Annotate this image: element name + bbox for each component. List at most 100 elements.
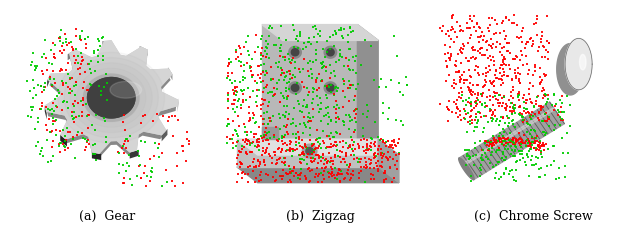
Point bbox=[340, 95, 350, 99]
Point bbox=[484, 43, 495, 47]
Point bbox=[256, 169, 266, 173]
Point bbox=[345, 119, 355, 123]
Point bbox=[445, 37, 456, 41]
Point bbox=[276, 174, 286, 177]
Point bbox=[536, 166, 546, 170]
Point bbox=[311, 153, 321, 157]
Point bbox=[471, 29, 481, 33]
Point bbox=[350, 94, 360, 98]
Point bbox=[328, 135, 339, 139]
Point bbox=[383, 145, 394, 148]
Point bbox=[529, 136, 540, 140]
Point bbox=[535, 139, 545, 143]
Point bbox=[223, 62, 234, 66]
Point bbox=[324, 145, 334, 149]
Point bbox=[489, 90, 499, 94]
Point bbox=[222, 135, 232, 139]
Point bbox=[305, 179, 316, 183]
Polygon shape bbox=[306, 147, 314, 155]
Point bbox=[118, 113, 129, 116]
Point bbox=[360, 161, 371, 164]
Point bbox=[293, 40, 303, 43]
Point bbox=[309, 147, 319, 151]
Point bbox=[252, 81, 262, 85]
Point bbox=[125, 177, 135, 181]
Point bbox=[534, 167, 544, 171]
Point bbox=[26, 108, 36, 112]
Point bbox=[182, 137, 192, 141]
Point bbox=[484, 141, 495, 145]
Point bbox=[515, 152, 525, 156]
Point bbox=[135, 163, 145, 167]
Point bbox=[376, 77, 386, 81]
Point bbox=[83, 62, 93, 66]
Point bbox=[118, 120, 129, 123]
Point bbox=[252, 158, 262, 161]
Point bbox=[260, 85, 271, 89]
Point bbox=[557, 110, 568, 114]
Point bbox=[257, 34, 267, 38]
Point bbox=[244, 149, 254, 153]
Point bbox=[102, 98, 112, 101]
Point bbox=[256, 107, 266, 111]
Point bbox=[474, 73, 484, 77]
Point bbox=[240, 155, 250, 159]
Point bbox=[233, 114, 243, 118]
Point bbox=[445, 59, 455, 62]
Point bbox=[300, 144, 310, 148]
Point bbox=[243, 148, 253, 152]
Point bbox=[457, 52, 467, 55]
Point bbox=[145, 157, 156, 161]
Point bbox=[228, 124, 239, 127]
Point bbox=[63, 85, 73, 89]
Point bbox=[485, 109, 495, 113]
Point bbox=[473, 83, 483, 87]
Point bbox=[393, 141, 403, 145]
Point bbox=[120, 137, 131, 141]
Point bbox=[278, 136, 289, 140]
Point bbox=[307, 168, 317, 172]
Point bbox=[531, 146, 541, 150]
Polygon shape bbox=[64, 58, 158, 138]
Point bbox=[325, 131, 335, 135]
Point bbox=[282, 172, 292, 176]
Point bbox=[228, 140, 239, 144]
Point bbox=[223, 117, 233, 120]
Point bbox=[375, 165, 385, 168]
Point bbox=[237, 171, 247, 174]
Point bbox=[531, 148, 541, 152]
Point bbox=[234, 140, 244, 144]
Point bbox=[327, 167, 337, 171]
Point bbox=[508, 142, 518, 146]
Point bbox=[230, 138, 240, 142]
Point bbox=[472, 22, 483, 26]
Point bbox=[389, 150, 399, 154]
Point bbox=[332, 100, 342, 103]
Point bbox=[168, 134, 178, 138]
Point bbox=[252, 154, 262, 158]
Point bbox=[291, 171, 301, 175]
Point bbox=[465, 81, 476, 85]
Point bbox=[477, 130, 488, 134]
Point bbox=[473, 99, 483, 102]
Point bbox=[224, 122, 234, 126]
Point bbox=[322, 84, 332, 88]
Point bbox=[500, 166, 511, 170]
Point bbox=[273, 113, 284, 116]
Point bbox=[26, 105, 36, 108]
Point bbox=[305, 119, 316, 123]
Point bbox=[91, 159, 101, 162]
Point bbox=[381, 155, 392, 159]
Point bbox=[512, 159, 522, 163]
Point bbox=[503, 141, 513, 145]
Point bbox=[321, 65, 332, 69]
Point bbox=[499, 57, 509, 61]
Point bbox=[307, 152, 317, 156]
Point bbox=[330, 173, 340, 176]
Point bbox=[249, 113, 259, 117]
Point bbox=[231, 89, 241, 93]
Point bbox=[257, 153, 267, 157]
Point bbox=[322, 134, 332, 138]
Point bbox=[477, 158, 488, 162]
Point bbox=[496, 137, 506, 141]
